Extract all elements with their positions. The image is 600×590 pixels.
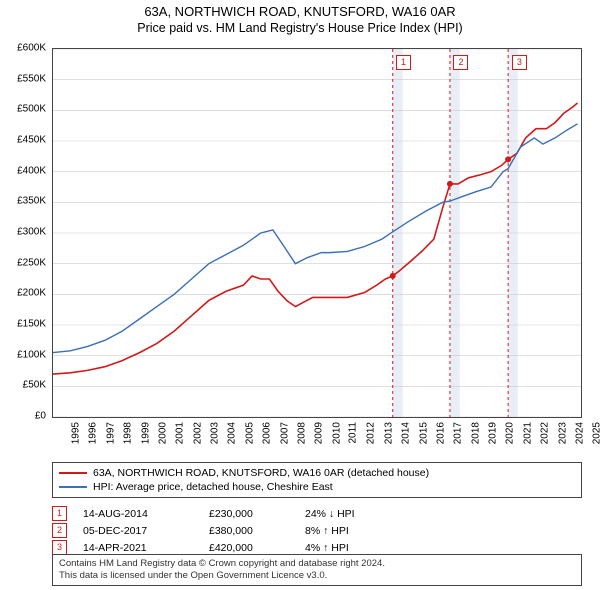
x-tick-label: 2014 bbox=[400, 422, 411, 444]
event-marker-3: 3 bbox=[512, 55, 527, 70]
x-axis-ticks: 1995 1996 1997 1998 1999 2000 2001 2002 2003 2004… bbox=[52, 418, 582, 458]
x-tick-label: 2006 bbox=[261, 422, 272, 444]
x-tick-label: 2024 bbox=[574, 422, 585, 444]
x-tick-label: 2020 bbox=[505, 422, 516, 444]
event-row: 3 14-APR-2021 £420,000 4% ↑ HPI bbox=[52, 540, 582, 555]
event-number-box: 1 bbox=[52, 506, 67, 521]
x-tick-label: 2000 bbox=[157, 422, 168, 444]
y-axis-ticks: £0£50K£100K£150K£200K£250K£300K£350K£400… bbox=[0, 48, 50, 418]
x-tick-label: 1996 bbox=[88, 422, 99, 444]
legend-label: HPI: Average price, detached house, Ches… bbox=[93, 480, 333, 494]
event-price: £420,000 bbox=[209, 542, 289, 554]
x-tick-label: 2015 bbox=[418, 422, 429, 444]
event-delta: 4% ↑ HPI bbox=[305, 542, 349, 554]
x-tick-label: 2005 bbox=[244, 422, 255, 444]
event-number-box: 3 bbox=[52, 540, 67, 555]
x-tick-label: 2021 bbox=[522, 422, 533, 444]
y-tick-label: £0 bbox=[35, 411, 46, 422]
x-tick-label: 2010 bbox=[331, 422, 342, 444]
legend-row: 63A, NORTHWICH ROAD, KNUTSFORD, WA16 0AR… bbox=[59, 466, 575, 480]
event-marker-2: 2 bbox=[453, 55, 468, 70]
x-tick-label: 2016 bbox=[435, 422, 446, 444]
title-sub: Price paid vs. HM Land Registry's House … bbox=[0, 21, 600, 35]
y-tick-label: £150K bbox=[17, 319, 46, 330]
footer-line-1: Contains HM Land Registry data © Crown c… bbox=[59, 558, 575, 570]
y-tick-label: £250K bbox=[17, 257, 46, 268]
x-tick-label: 1998 bbox=[122, 422, 133, 444]
attribution-footer: Contains HM Land Registry data © Crown c… bbox=[52, 554, 582, 586]
x-tick-label: 2025 bbox=[592, 422, 600, 444]
event-date: 05-DEC-2017 bbox=[83, 525, 193, 537]
x-tick-label: 2004 bbox=[227, 422, 238, 444]
titles: 63A, NORTHWICH ROAD, KNUTSFORD, WA16 0AR… bbox=[0, 0, 600, 35]
footer-line-2: This data is licensed under the Open Gov… bbox=[59, 570, 575, 582]
x-tick-label: 2023 bbox=[557, 422, 568, 444]
y-tick-label: £400K bbox=[17, 165, 46, 176]
y-tick-label: £300K bbox=[17, 227, 46, 238]
x-tick-label: 2018 bbox=[470, 422, 481, 444]
x-tick-label: 1995 bbox=[70, 422, 81, 444]
chart-container: 63A, NORTHWICH ROAD, KNUTSFORD, WA16 0AR… bbox=[0, 0, 600, 590]
y-tick-label: £100K bbox=[17, 349, 46, 360]
legend-label: 63A, NORTHWICH ROAD, KNUTSFORD, WA16 0AR… bbox=[93, 466, 429, 480]
title-main: 63A, NORTHWICH ROAD, KNUTSFORD, WA16 0AR bbox=[0, 4, 600, 19]
event-row: 1 14-AUG-2014 £230,000 24% ↓ HPI bbox=[52, 506, 582, 521]
y-tick-label: £200K bbox=[17, 288, 46, 299]
x-tick-label: 2009 bbox=[314, 422, 325, 444]
y-tick-label: £450K bbox=[17, 135, 46, 146]
x-tick-label: 2022 bbox=[539, 422, 550, 444]
plot-area bbox=[52, 48, 582, 418]
legend-row: HPI: Average price, detached house, Ches… bbox=[59, 480, 575, 494]
x-tick-label: 2008 bbox=[296, 422, 307, 444]
y-tick-label: £550K bbox=[17, 73, 46, 84]
plot-svg bbox=[53, 49, 581, 417]
x-tick-label: 2002 bbox=[192, 422, 203, 444]
event-price: £230,000 bbox=[209, 508, 289, 520]
events-table: 1 14-AUG-2014 £230,000 24% ↓ HPI 2 05-DEC-201… bbox=[52, 502, 582, 559]
event-delta: 24% ↓ HPI bbox=[305, 508, 355, 520]
x-tick-label: 2003 bbox=[209, 422, 220, 444]
x-tick-label: 1999 bbox=[140, 422, 151, 444]
y-tick-label: £350K bbox=[17, 196, 46, 207]
x-tick-label: 2017 bbox=[453, 422, 464, 444]
x-tick-label: 2013 bbox=[383, 422, 394, 444]
y-tick-label: £50K bbox=[23, 380, 46, 391]
y-tick-label: £600K bbox=[17, 43, 46, 54]
x-tick-label: 2012 bbox=[366, 422, 377, 444]
x-tick-label: 1997 bbox=[105, 422, 116, 444]
legend-swatch bbox=[59, 486, 87, 488]
x-tick-label: 2007 bbox=[279, 422, 290, 444]
legend-swatch bbox=[59, 472, 87, 474]
y-tick-label: £500K bbox=[17, 104, 46, 115]
x-tick-label: 2019 bbox=[487, 422, 498, 444]
event-date: 14-APR-2021 bbox=[83, 542, 193, 554]
legend: 63A, NORTHWICH ROAD, KNUTSFORD, WA16 0AR… bbox=[52, 462, 582, 498]
x-tick-label: 2001 bbox=[175, 422, 186, 444]
event-row: 2 05-DEC-2017 £380,000 8% ↑ HPI bbox=[52, 523, 582, 538]
x-tick-label: 2011 bbox=[348, 422, 359, 444]
event-number-box: 2 bbox=[52, 523, 67, 538]
event-date: 14-AUG-2014 bbox=[83, 508, 193, 520]
event-marker-1: 1 bbox=[396, 55, 411, 70]
event-price: £380,000 bbox=[209, 525, 289, 537]
event-delta: 8% ↑ HPI bbox=[305, 525, 349, 537]
